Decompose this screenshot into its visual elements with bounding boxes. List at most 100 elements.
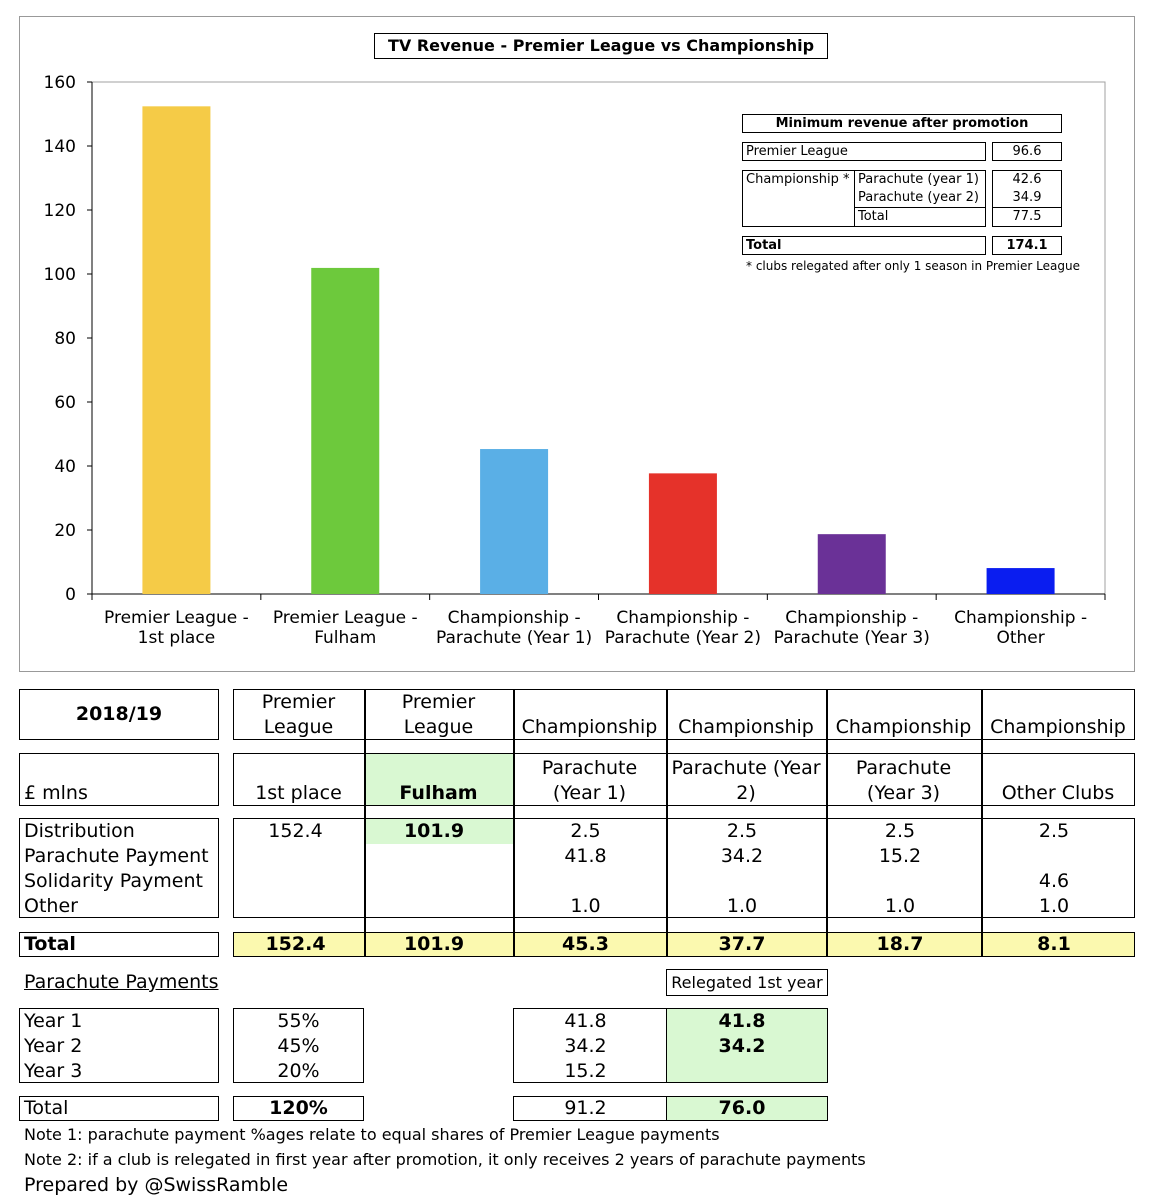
season-label: 2018/19 — [75, 703, 163, 725]
para-total-amount: 91.2 — [564, 1097, 607, 1119]
relegated-box — [666, 1008, 828, 1083]
year3-amount: 15.2 — [564, 1060, 607, 1082]
inset-values-divider — [992, 207, 1062, 208]
col2-header-mid: League — [403, 716, 474, 738]
y-axis: 0 20 40 60 80 100 120 140 160 — [44, 73, 93, 605]
relegated-year1: 41.8 — [718, 1010, 766, 1032]
x-tick-label: Parachute (Year 1) — [436, 628, 592, 648]
col2-header-top: Premier — [401, 691, 476, 713]
inset-para1-value: 42.6 — [1012, 172, 1042, 187]
para-total-pct: 120% — [269, 1097, 328, 1119]
y-tick-label: 60 — [54, 393, 76, 413]
x-axis — [91, 593, 1106, 600]
y-tick-label: 20 — [54, 521, 76, 541]
col4-other: 1.0 — [726, 895, 758, 917]
bar — [311, 267, 380, 594]
inset-footnote: * clubs relegated after only 1 season in… — [746, 259, 1080, 273]
col-divider — [666, 689, 668, 957]
inset-title-box — [742, 114, 1062, 133]
fulham-distribution-highlight — [364, 818, 513, 844]
col4-header-sub2: 2) — [736, 782, 756, 804]
header-row1-box — [233, 689, 1135, 740]
inset-sub-divider — [854, 207, 986, 208]
col6-solidarity: 4.6 — [1038, 870, 1070, 892]
col6-distribution: 2.5 — [1038, 820, 1070, 842]
x-tick-label: Championship - — [954, 608, 1087, 628]
inset-pl-value: 96.6 — [1012, 144, 1042, 159]
inset-pl-label-box — [742, 142, 986, 161]
year1-label: Year 1 — [24, 1010, 83, 1032]
inset-champ-label: Championship * — [746, 172, 850, 187]
col6-total: 8.1 — [1037, 933, 1071, 955]
x-tick-label: Championship - — [448, 608, 581, 628]
col5-header-sub1: Parachute — [855, 757, 952, 779]
inset-total-value: 174.1 — [1006, 238, 1048, 253]
col5-distribution: 2.5 — [884, 820, 916, 842]
inset-subtotal-value: 77.5 — [1012, 209, 1042, 224]
bar — [648, 473, 717, 594]
inset-para2-label: Parachute (year 2) — [858, 190, 979, 205]
chart-title: TV Revenue - Premier League vs Champions… — [387, 36, 815, 55]
col-divider — [826, 689, 828, 957]
inset-champ-divider — [854, 170, 855, 227]
x-tick-label: Premier League - — [104, 608, 249, 628]
para-total-relegated-box — [666, 1096, 828, 1121]
inset-pl-label: Premier League — [746, 144, 848, 159]
row-label-distribution: Distribution — [24, 820, 135, 842]
col3-header-sub2: (Year 1) — [552, 782, 627, 804]
col2-total: 101.9 — [403, 933, 465, 955]
x-tick-label: Championship - — [616, 608, 749, 628]
para-total-label: Total — [24, 1097, 69, 1119]
col4-header-sub1: Parachute (Year — [671, 757, 821, 779]
col4-distribution: 2.5 — [726, 820, 758, 842]
y-tick-label: 120 — [44, 201, 76, 221]
bar — [480, 449, 549, 594]
col1-header-top: Premier — [261, 691, 336, 713]
col6-other: 1.0 — [1038, 895, 1070, 917]
unit-box — [19, 753, 219, 806]
col1-header-mid: League — [263, 716, 334, 738]
bar — [986, 568, 1055, 594]
inset-total-label-box — [742, 236, 986, 255]
x-tick-label: Other — [996, 628, 1044, 648]
note-2: Note 2: if a club is relegated in first … — [24, 1150, 866, 1169]
y-tick-label: 160 — [44, 73, 76, 93]
year3-pct: 20% — [277, 1060, 320, 1082]
col3-total: 45.3 — [562, 933, 609, 955]
col3-header-mid: Championship — [521, 716, 658, 738]
body-box — [233, 818, 1135, 918]
row-label-parachute: Parachute Payment — [24, 845, 209, 867]
col3-parachute: 41.8 — [564, 845, 607, 867]
chart-title-box — [374, 33, 828, 59]
inset-para1-label: Parachute (year 1) — [858, 172, 979, 187]
inset-champ-values-box — [992, 170, 1062, 227]
year2-pct: 45% — [277, 1035, 320, 1057]
col-divider — [981, 689, 983, 957]
note-1: Note 1: parachute payment %ages relate t… — [24, 1125, 720, 1144]
x-tick-label: Parachute (Year 2) — [605, 628, 761, 648]
col5-other: 1.0 — [884, 895, 916, 917]
credit: Prepared by @SwissRamble — [24, 1174, 289, 1196]
row-label-other: Other — [24, 895, 78, 917]
col5-header-sub2: (Year 3) — [866, 782, 941, 804]
total-label: Total — [24, 933, 76, 955]
col2-distribution: 101.9 — [403, 820, 465, 842]
parachute-heading: Parachute Payments — [24, 971, 219, 993]
col1-total: 152.4 — [265, 933, 326, 955]
relegated-label-box — [666, 969, 828, 996]
col3-distribution: 2.5 — [570, 820, 601, 842]
inset-champ-box — [742, 170, 986, 227]
total-label-box — [19, 932, 219, 957]
row-label-solidarity: Solidarity Payment — [24, 870, 203, 892]
col1-header-sub: 1st place — [255, 782, 342, 804]
relegated-year2: 34.2 — [718, 1035, 766, 1057]
years-box — [19, 1008, 219, 1083]
bar — [142, 106, 211, 594]
y-tick-label: 40 — [54, 457, 76, 477]
col2-header-sub: Fulham — [399, 782, 478, 804]
x-tick-label: Parachute (Year 3) — [774, 628, 930, 648]
y-tick-label: 0 — [65, 585, 76, 605]
col6-header-mid: Championship — [990, 716, 1126, 738]
x-tick-label: Fulham — [314, 628, 376, 648]
